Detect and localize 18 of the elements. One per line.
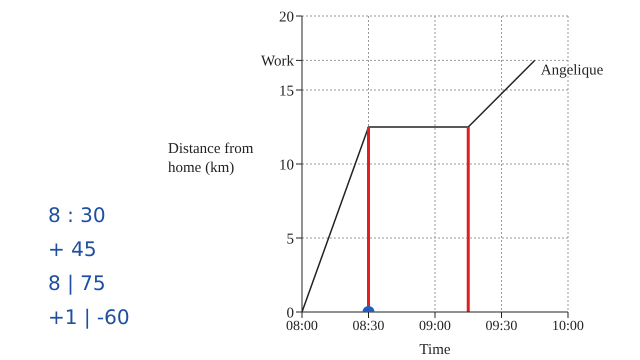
y-tick-label: 5 (286, 231, 294, 248)
x-tick-label: 10:00 (552, 318, 584, 334)
series-label: Angelique (540, 62, 604, 78)
y-tick-label: Work (261, 54, 294, 70)
x-tick-label: 08:30 (352, 318, 384, 334)
x-tick-label: 09:30 (486, 318, 518, 334)
text: +1 | -60 (48, 304, 130, 331)
text: 8 : 30 (48, 202, 107, 229)
y-tick-label: 15 (279, 83, 294, 100)
y-tick-label: 10 (279, 157, 294, 174)
y-tick-label: 20 (279, 9, 294, 26)
text: + 45 (48, 236, 98, 263)
y-axis-title: Distance from home (km) (168, 140, 254, 178)
x-tick-label: 08:00 (286, 318, 318, 334)
y-tick-label: 0 (286, 305, 294, 322)
text: 8 | 75 (48, 270, 107, 297)
x-tick-label: 09:00 (419, 318, 451, 334)
x-axis-title: Time (419, 342, 451, 358)
